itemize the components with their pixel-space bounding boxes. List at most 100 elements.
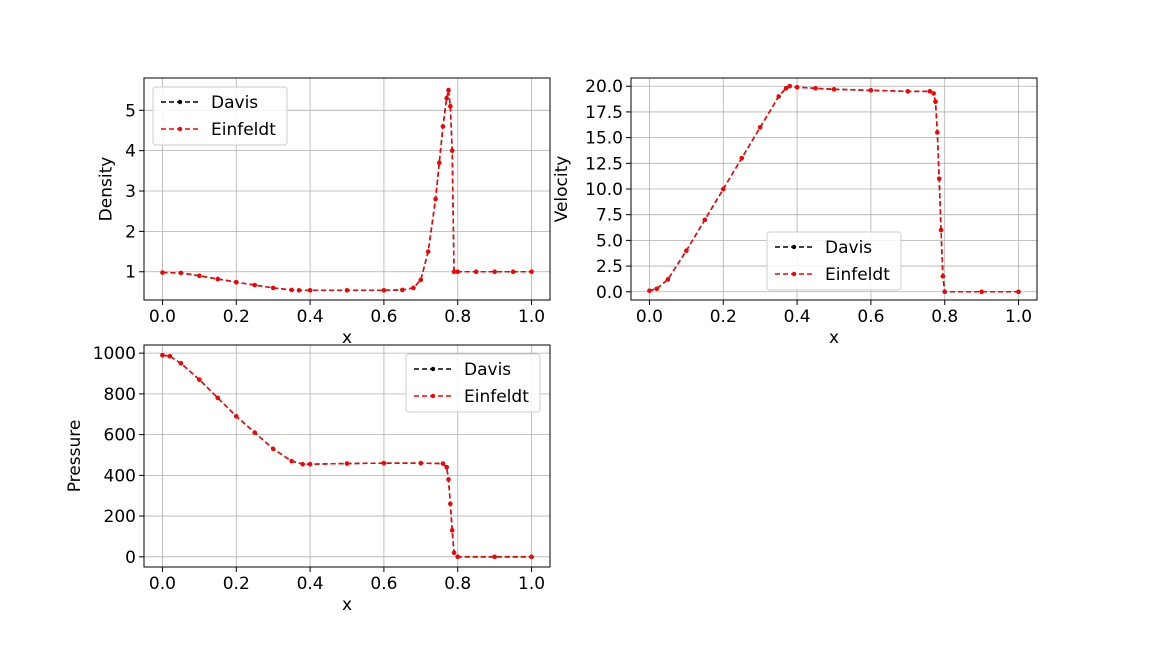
- data-point-einfeldt: [437, 160, 442, 165]
- legend-marker-davis: [177, 99, 183, 105]
- data-point-einfeldt: [979, 289, 984, 294]
- data-point-einfeldt: [654, 286, 660, 291]
- data-point-einfeldt: [451, 550, 457, 555]
- legend-label-davis: Davis: [825, 238, 872, 258]
- data-point-einfeldt: [455, 554, 460, 560]
- data-point-einfeldt: [449, 528, 455, 533]
- legend-marker-davis: [791, 244, 797, 250]
- data-point-einfeldt: [381, 288, 387, 293]
- data-point-einfeldt: [270, 285, 276, 291]
- x-tick-label: 1.0: [518, 574, 545, 594]
- legend-label-einfeldt: Einfeldt: [825, 265, 890, 285]
- data-point-einfeldt: [935, 130, 940, 135]
- data-point-einfeldt: [492, 269, 497, 274]
- data-point-einfeldt: [905, 89, 911, 94]
- legend-label-einfeldt: Einfeldt: [211, 120, 276, 140]
- data-point-einfeldt: [938, 227, 944, 233]
- x-tick-label: 0.6: [370, 574, 397, 594]
- legend-label-einfeldt: Einfeldt: [464, 387, 529, 407]
- data-point-einfeldt: [446, 477, 451, 482]
- y-tick-label: 10.0: [585, 180, 623, 200]
- data-point-einfeldt: [739, 155, 744, 161]
- data-point-einfeldt: [307, 461, 313, 467]
- y-tick-label: 800: [104, 385, 136, 405]
- data-point-einfeldt: [868, 88, 874, 93]
- data-point-einfeldt: [927, 89, 933, 94]
- y-tick-label: 1: [125, 263, 136, 283]
- y-tick-label: 2: [125, 222, 136, 242]
- x-axis-label: x: [829, 328, 839, 348]
- legend: Davis Einfeldt: [766, 231, 902, 291]
- y-tick-label: 15.0: [585, 129, 623, 149]
- y-axis-label: Velocity: [552, 156, 572, 223]
- data-point-einfeldt: [440, 461, 446, 466]
- data-point-einfeldt: [178, 270, 184, 276]
- plot-frame: [143, 344, 551, 568]
- x-tick-label: 0.0: [149, 307, 176, 327]
- data-point-einfeldt: [400, 287, 405, 293]
- x-tick-label: 0.4: [297, 307, 324, 327]
- data-point-einfeldt: [446, 87, 451, 93]
- y-tick-label: 20.0: [585, 77, 623, 97]
- x-tick-label: 0.2: [710, 307, 737, 327]
- data-point-einfeldt: [252, 430, 257, 435]
- x-tick-label: 0.6: [857, 307, 884, 327]
- data-point-einfeldt: [942, 289, 947, 294]
- plot-frame: [143, 77, 551, 301]
- legend-marker-einfeldt: [791, 271, 797, 277]
- y-tick-label: 17.5: [585, 103, 623, 123]
- y-axis-label: Pressure: [65, 420, 85, 493]
- data-point-einfeldt: [418, 460, 424, 466]
- data-point-einfeldt: [776, 94, 781, 99]
- legend-label-davis: Davis: [464, 360, 511, 380]
- y-tick-label: 5.0: [596, 231, 623, 251]
- x-tick-label: 0.4: [784, 307, 811, 327]
- y-tick-label: 0.0: [596, 283, 623, 303]
- x-tick-label: 0.2: [223, 307, 250, 327]
- data-point-einfeldt: [529, 554, 534, 560]
- y-tick-label: 4: [125, 142, 136, 162]
- legend: Davis Einfeldt: [405, 353, 541, 413]
- data-point-einfeldt: [418, 277, 424, 283]
- y-tick-label: 0: [125, 548, 136, 568]
- x-tick-label: 0.8: [444, 574, 471, 594]
- x-tick-label: 0.4: [297, 574, 324, 594]
- data-point-einfeldt: [296, 288, 302, 293]
- chart-panel-1: 0.0 0.2 0.4 0.6 0.8 1.0 1 2 3 4 5 x Density Davis Einf…: [97, 77, 551, 348]
- x-tick-label: 0.6: [370, 307, 397, 327]
- x-tick-label: 0.0: [636, 307, 663, 327]
- data-point-einfeldt: [510, 269, 516, 274]
- data-point-einfeldt: [721, 186, 726, 192]
- data-point-einfeldt: [433, 196, 438, 202]
- data-point-einfeldt: [197, 377, 202, 382]
- data-point-einfeldt: [787, 84, 792, 89]
- data-point-einfeldt: [344, 288, 350, 293]
- data-point-einfeldt: [940, 274, 946, 279]
- series-line-einfeldt: [649, 85, 1019, 293]
- data-point-einfeldt: [160, 352, 165, 358]
- data-point-einfeldt: [448, 104, 453, 109]
- legend-marker-einfeldt: [430, 393, 436, 399]
- data-point-einfeldt: [931, 91, 936, 96]
- data-point-einfeldt: [270, 446, 276, 452]
- data-point-einfeldt: [440, 124, 446, 129]
- data-point-einfeldt: [160, 270, 165, 275]
- chart-panel-2: 0.0 0.2 0.4 0.6 0.8 1.0 0.0 2.5 5.0 7.5 10.0 12.5 15…: [552, 77, 1038, 348]
- y-tick-label: 200: [104, 507, 136, 527]
- data-point-einfeldt: [411, 285, 416, 291]
- data-point-einfeldt: [831, 87, 837, 92]
- data-point-einfeldt: [1016, 289, 1021, 294]
- y-axis-label: Density: [97, 157, 117, 222]
- data-point-einfeldt: [234, 414, 239, 419]
- data-point-einfeldt: [252, 282, 257, 288]
- data-point-einfeldt: [783, 86, 789, 91]
- data-point-einfeldt: [307, 288, 313, 293]
- data-point-einfeldt: [234, 280, 239, 285]
- y-tick-label: 2.5: [596, 257, 623, 277]
- data-point-einfeldt: [215, 276, 221, 282]
- data-point-einfeldt: [344, 461, 350, 466]
- y-tick-label: 600: [104, 426, 136, 446]
- data-point-einfeldt: [289, 287, 294, 293]
- data-point-einfeldt: [449, 148, 455, 153]
